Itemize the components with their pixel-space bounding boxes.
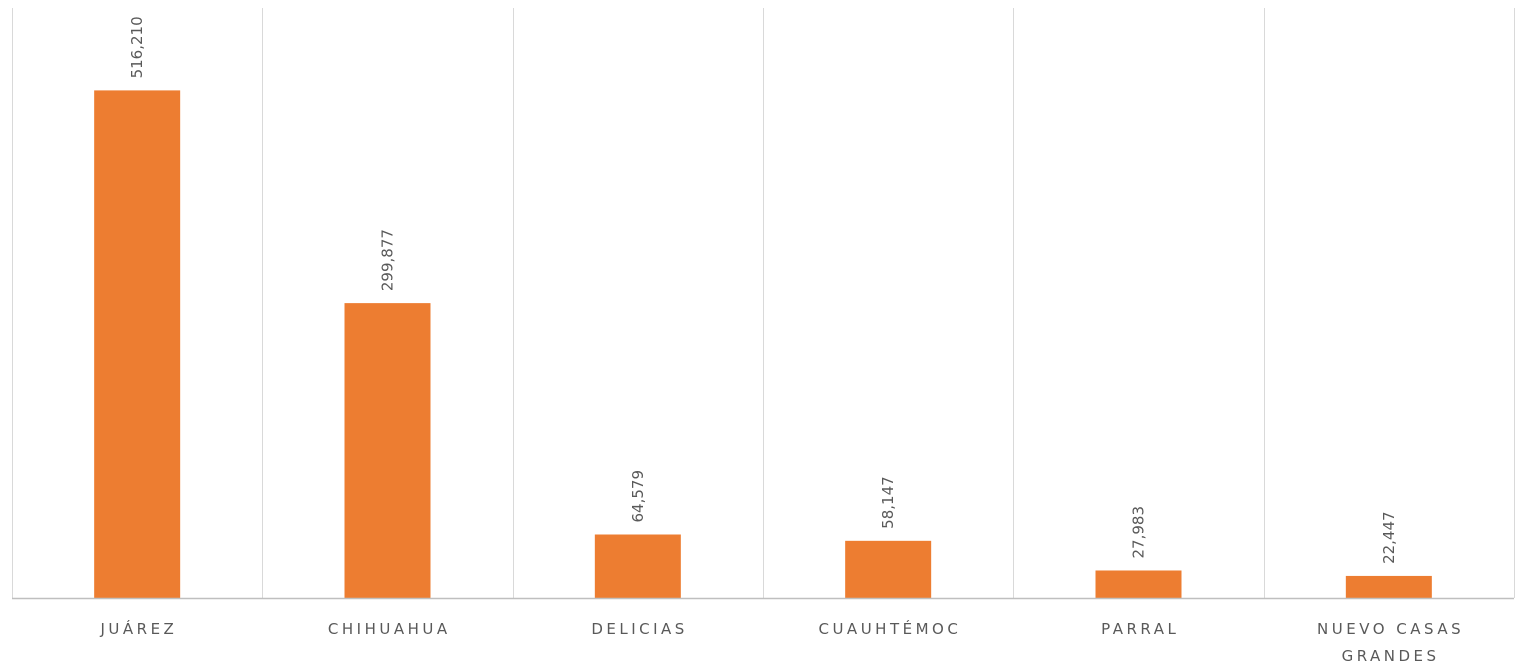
category-label-5-line-1: GRANDES <box>1342 647 1440 662</box>
value-label-1: 299,877 <box>379 229 397 291</box>
value-label-4: 27,983 <box>1130 506 1148 559</box>
gridlines <box>12 8 1515 598</box>
value-label-3: 58,147 <box>879 476 897 529</box>
bar-2 <box>594 534 681 598</box>
bar-5 <box>1345 575 1432 598</box>
bars <box>94 90 1432 599</box>
category-label-0: JUÁREZ <box>99 619 177 638</box>
category-label-1: CHIHUAHUA <box>328 620 451 638</box>
bar-1 <box>344 303 431 598</box>
value-label-0: 516,210 <box>128 16 146 78</box>
value-label-5: 22,447 <box>1380 511 1398 564</box>
category-label-2: DELICIAS <box>591 620 688 638</box>
value-labels: 516,210 299,877 64,579 58,147 27,983 22,447 <box>128 16 1398 564</box>
category-labels: JUÁREZ CHIHUAHUA DELICIAS CUAUHTÉMOC PARRAL N… <box>99 619 1464 662</box>
value-label-2: 64,579 <box>629 470 647 523</box>
bar-3 <box>845 540 932 598</box>
category-label-3: CUAUHTÉMOC <box>818 619 961 638</box>
category-label-5-line-0: NUEVO CASAS <box>1317 620 1464 638</box>
bar-4 <box>1095 570 1182 598</box>
bar-0 <box>94 90 181 599</box>
category-label-4: PARRAL <box>1101 620 1179 638</box>
